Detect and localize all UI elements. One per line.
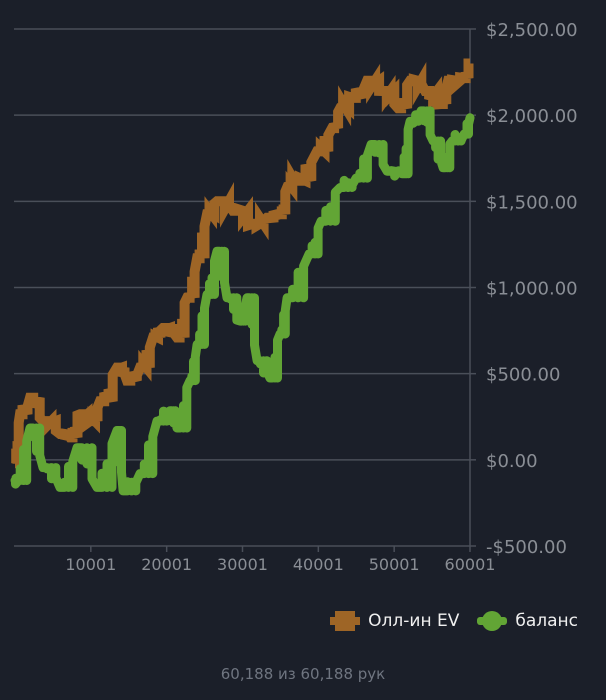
series-line-balance: [10, 106, 475, 496]
x-tick-label: 40001: [293, 555, 344, 574]
y-tick-label: $2,000.00: [486, 106, 578, 127]
y-tick-label: -$500.00: [486, 537, 567, 558]
circle-marker-icon: [477, 611, 508, 631]
x-axis-labels: 10001 20001 30001 40001 50001 60001: [65, 555, 495, 574]
legend-label: Олл-ин EV: [368, 611, 460, 631]
legend-item-balance[interactable]: баланс: [477, 610, 578, 632]
y-tick-label: $1,500.00: [486, 192, 578, 213]
legend: Олл-ин EV баланс: [330, 610, 578, 632]
square-marker-icon: [330, 611, 361, 631]
legend-item-allin-ev[interactable]: Олл-ин EV: [330, 610, 459, 632]
x-tick-label: 60001: [445, 555, 496, 574]
hands-count: 60,188 из 60,188 рук: [220, 665, 386, 683]
grid: [14, 28, 470, 461]
x-tick-label: 20001: [141, 555, 192, 574]
y-tick-label: $1,000.00: [486, 279, 578, 300]
series-group: [10, 58, 475, 496]
y-tick-label: $500.00: [486, 365, 560, 386]
chart: $2,500.00 $2,000.00 $1,500.00 $1,000.00 $500…: [10, 20, 578, 574]
x-tick-label: 50001: [369, 555, 420, 574]
y-tick-label: $2,500.00: [486, 20, 578, 41]
series-line-allin-ev: [11, 58, 474, 469]
x-tick-label: 30001: [217, 555, 268, 574]
y-axis-labels: $2,500.00 $2,000.00 $1,500.00 $1,000.00 $500…: [486, 20, 578, 558]
y-tick-label: $0.00: [486, 451, 538, 472]
legend-label: баланс: [515, 611, 578, 631]
x-tick-label: 10001: [65, 555, 116, 574]
